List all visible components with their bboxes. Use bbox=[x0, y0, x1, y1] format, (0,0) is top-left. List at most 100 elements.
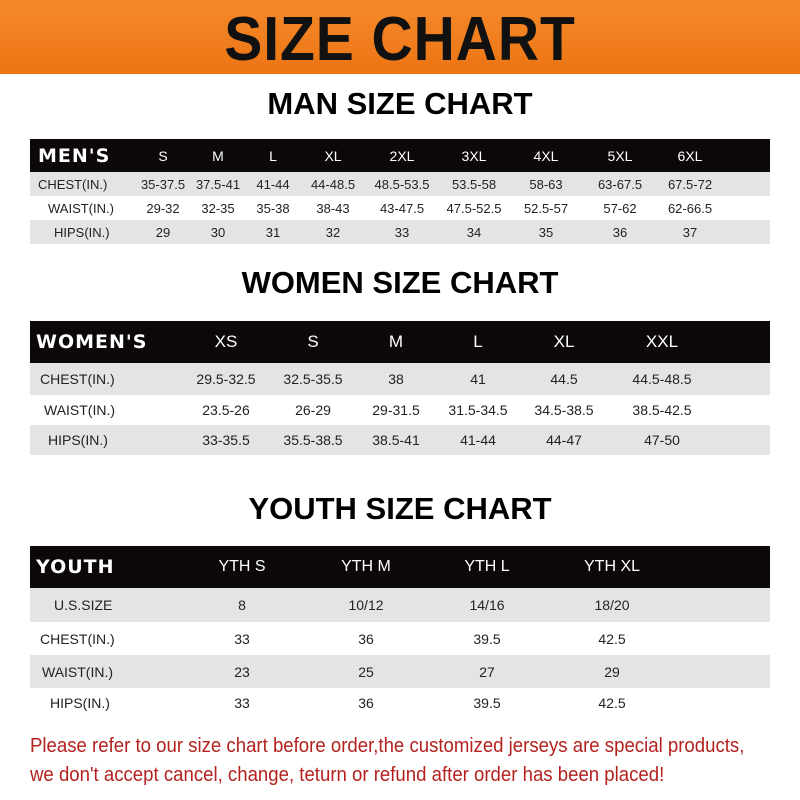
table-cell: 8 bbox=[238, 597, 246, 613]
table-cell: 39.5 bbox=[473, 695, 501, 711]
table-row: HIPS(IN.) 33 36 39.5 42.5 bbox=[30, 688, 770, 718]
size-column-header: YTH M bbox=[341, 558, 391, 575]
table-cell: 37 bbox=[682, 224, 698, 240]
notice-line-2: we don't accept cancel, change, teturn o… bbox=[30, 764, 665, 786]
table-cell: 38.5-42.5 bbox=[632, 402, 692, 418]
row-label: U.S.SIZE bbox=[54, 597, 113, 613]
size-column-header: M bbox=[388, 332, 404, 351]
table-cell: 23.5-26 bbox=[202, 402, 250, 418]
table-cell: 14/16 bbox=[469, 597, 505, 613]
table-row: HIPS(IN.) 33-35.5 35.5-38.5 38.5-41 41-44 44-… bbox=[30, 425, 770, 455]
women-section-title: WOMEN SIZE CHART bbox=[241, 265, 559, 300]
size-column-header: 5XL bbox=[607, 147, 633, 164]
table-cell: 33 bbox=[234, 695, 250, 711]
notice-line-1: Please refer to our size chart before or… bbox=[30, 735, 745, 757]
table-cell: 27 bbox=[479, 663, 495, 680]
table-cell: 58-63 bbox=[529, 176, 563, 192]
table-cell: 44.5-48.5 bbox=[632, 371, 692, 387]
size-column-header: YTH L bbox=[464, 558, 510, 575]
size-column-header: 4XL bbox=[533, 147, 559, 164]
table-cell: 42.5 bbox=[598, 630, 626, 647]
table-cell: 18/20 bbox=[594, 597, 630, 613]
table-cell: 34 bbox=[466, 224, 482, 240]
table-row: HIPS(IN.) 29 30 31 32 33 34 35 36 37 bbox=[30, 220, 770, 244]
table-cell: 33-35.5 bbox=[202, 432, 250, 448]
table-cell: 29-32 bbox=[146, 200, 180, 216]
table-cell: 35.5-38.5 bbox=[283, 432, 343, 448]
table-cell: 43-47.5 bbox=[379, 200, 425, 216]
row-label: WAIST(IN.) bbox=[42, 663, 114, 680]
table-cell: 33 bbox=[234, 630, 250, 647]
size-chart-banner: SIZE CHART bbox=[0, 0, 800, 74]
table-cell: 35-38 bbox=[256, 200, 290, 216]
table-cell: 53.5-58 bbox=[451, 176, 497, 192]
size-column-header: YTH XL bbox=[583, 558, 641, 575]
table-cell: 47-50 bbox=[644, 432, 680, 448]
table-cell: 63-67.5 bbox=[597, 176, 643, 192]
table-cell: 42.5 bbox=[598, 695, 626, 711]
table-row: WAIST(IN.) 23 25 27 29 bbox=[30, 655, 770, 688]
size-column-header: XL bbox=[553, 332, 575, 351]
men-header-row: MEN'S S M L XL 2XL 3XL 4XL 5XL 6XL bbox=[30, 139, 770, 172]
table-cell: 29.5-32.5 bbox=[196, 371, 256, 387]
table-corner-label: MEN'S bbox=[38, 144, 111, 167]
table-cell: 35-37.5 bbox=[140, 176, 186, 192]
table-cell: 34.5-38.5 bbox=[534, 402, 594, 418]
table-cell: 23 bbox=[234, 663, 250, 680]
youth-section-title: YOUTH SIZE CHART bbox=[248, 491, 552, 526]
size-column-header: XXL bbox=[645, 332, 679, 351]
table-cell: 38-43 bbox=[316, 200, 350, 216]
women-header-row: WOMEN'S XS S M L XL XXL bbox=[30, 321, 770, 363]
table-cell: 57-62 bbox=[603, 200, 637, 216]
table-cell: 62-66.5 bbox=[667, 200, 713, 216]
youth-header-row: YOUTH YTH S YTH M YTH L YTH XL bbox=[30, 546, 770, 588]
size-column-header: YTH S bbox=[218, 558, 266, 575]
table-cell: 44-47 bbox=[546, 432, 582, 448]
table-cell: 31.5-34.5 bbox=[448, 402, 508, 418]
table-row: U.S.SIZE 8 10/12 14/16 18/20 bbox=[30, 588, 770, 622]
table-cell: 36 bbox=[612, 224, 628, 240]
table-cell: 31 bbox=[265, 224, 281, 240]
table-cell: 35 bbox=[538, 224, 554, 240]
row-label: HIPS(IN.) bbox=[54, 224, 110, 240]
table-cell: 67.5-72 bbox=[667, 176, 713, 192]
size-column-header: 2XL bbox=[389, 147, 415, 164]
size-column-header: XS bbox=[214, 332, 238, 351]
men-section-title: MAN SIZE CHART bbox=[267, 86, 533, 121]
banner-title: SIZE CHART bbox=[224, 5, 576, 74]
table-row: CHEST(IN.) 35-37.5 37.5-41 41-44 44-48.5 48.5… bbox=[30, 172, 770, 196]
row-label: CHEST(IN.) bbox=[38, 176, 108, 192]
table-cell: 41-44 bbox=[460, 432, 496, 448]
table-cell: 33 bbox=[394, 224, 410, 240]
table-cell: 29-31.5 bbox=[372, 402, 420, 418]
table-cell: 47.5-52.5 bbox=[446, 200, 502, 216]
row-label: WAIST(IN.) bbox=[48, 200, 114, 216]
table-cell: 29 bbox=[604, 663, 620, 680]
row-label: WAIST(IN.) bbox=[44, 402, 116, 418]
size-column-header: L bbox=[269, 147, 277, 164]
table-cell: 26-29 bbox=[295, 402, 331, 418]
size-column-header: S bbox=[307, 332, 319, 351]
table-cell: 29 bbox=[155, 224, 171, 240]
table-cell: 30 bbox=[210, 224, 226, 240]
table-cell: 32 bbox=[325, 224, 341, 240]
table-cell: 41-44 bbox=[256, 176, 290, 192]
table-cell: 39.5 bbox=[473, 630, 501, 647]
table-corner-label: WOMEN'S bbox=[36, 331, 148, 353]
size-column-header: 6XL bbox=[677, 147, 703, 164]
table-corner-label: YOUTH bbox=[36, 556, 115, 578]
table-cell: 32.5-35.5 bbox=[283, 371, 343, 387]
size-column-header: M bbox=[212, 147, 224, 164]
table-row: WAIST(IN.) 23.5-26 26-29 29-31.5 31.5-34.5 34… bbox=[30, 395, 770, 425]
table-cell: 44.5 bbox=[550, 371, 578, 387]
table-cell: 10/12 bbox=[348, 597, 384, 613]
table-cell: 48.5-53.5 bbox=[374, 176, 430, 192]
table-cell: 38.5-41 bbox=[372, 432, 420, 448]
table-cell: 36 bbox=[358, 630, 374, 647]
table-row: CHEST(IN.) 33 36 39.5 42.5 bbox=[30, 622, 770, 655]
table-cell: 25 bbox=[358, 663, 374, 680]
table-cell: 36 bbox=[358, 695, 374, 711]
row-label: CHEST(IN.) bbox=[40, 630, 115, 647]
table-cell: 52.5-57 bbox=[523, 200, 569, 216]
table-row: CHEST(IN.) 29.5-32.5 32.5-35.5 38 41 44.5 44.5… bbox=[30, 363, 770, 395]
